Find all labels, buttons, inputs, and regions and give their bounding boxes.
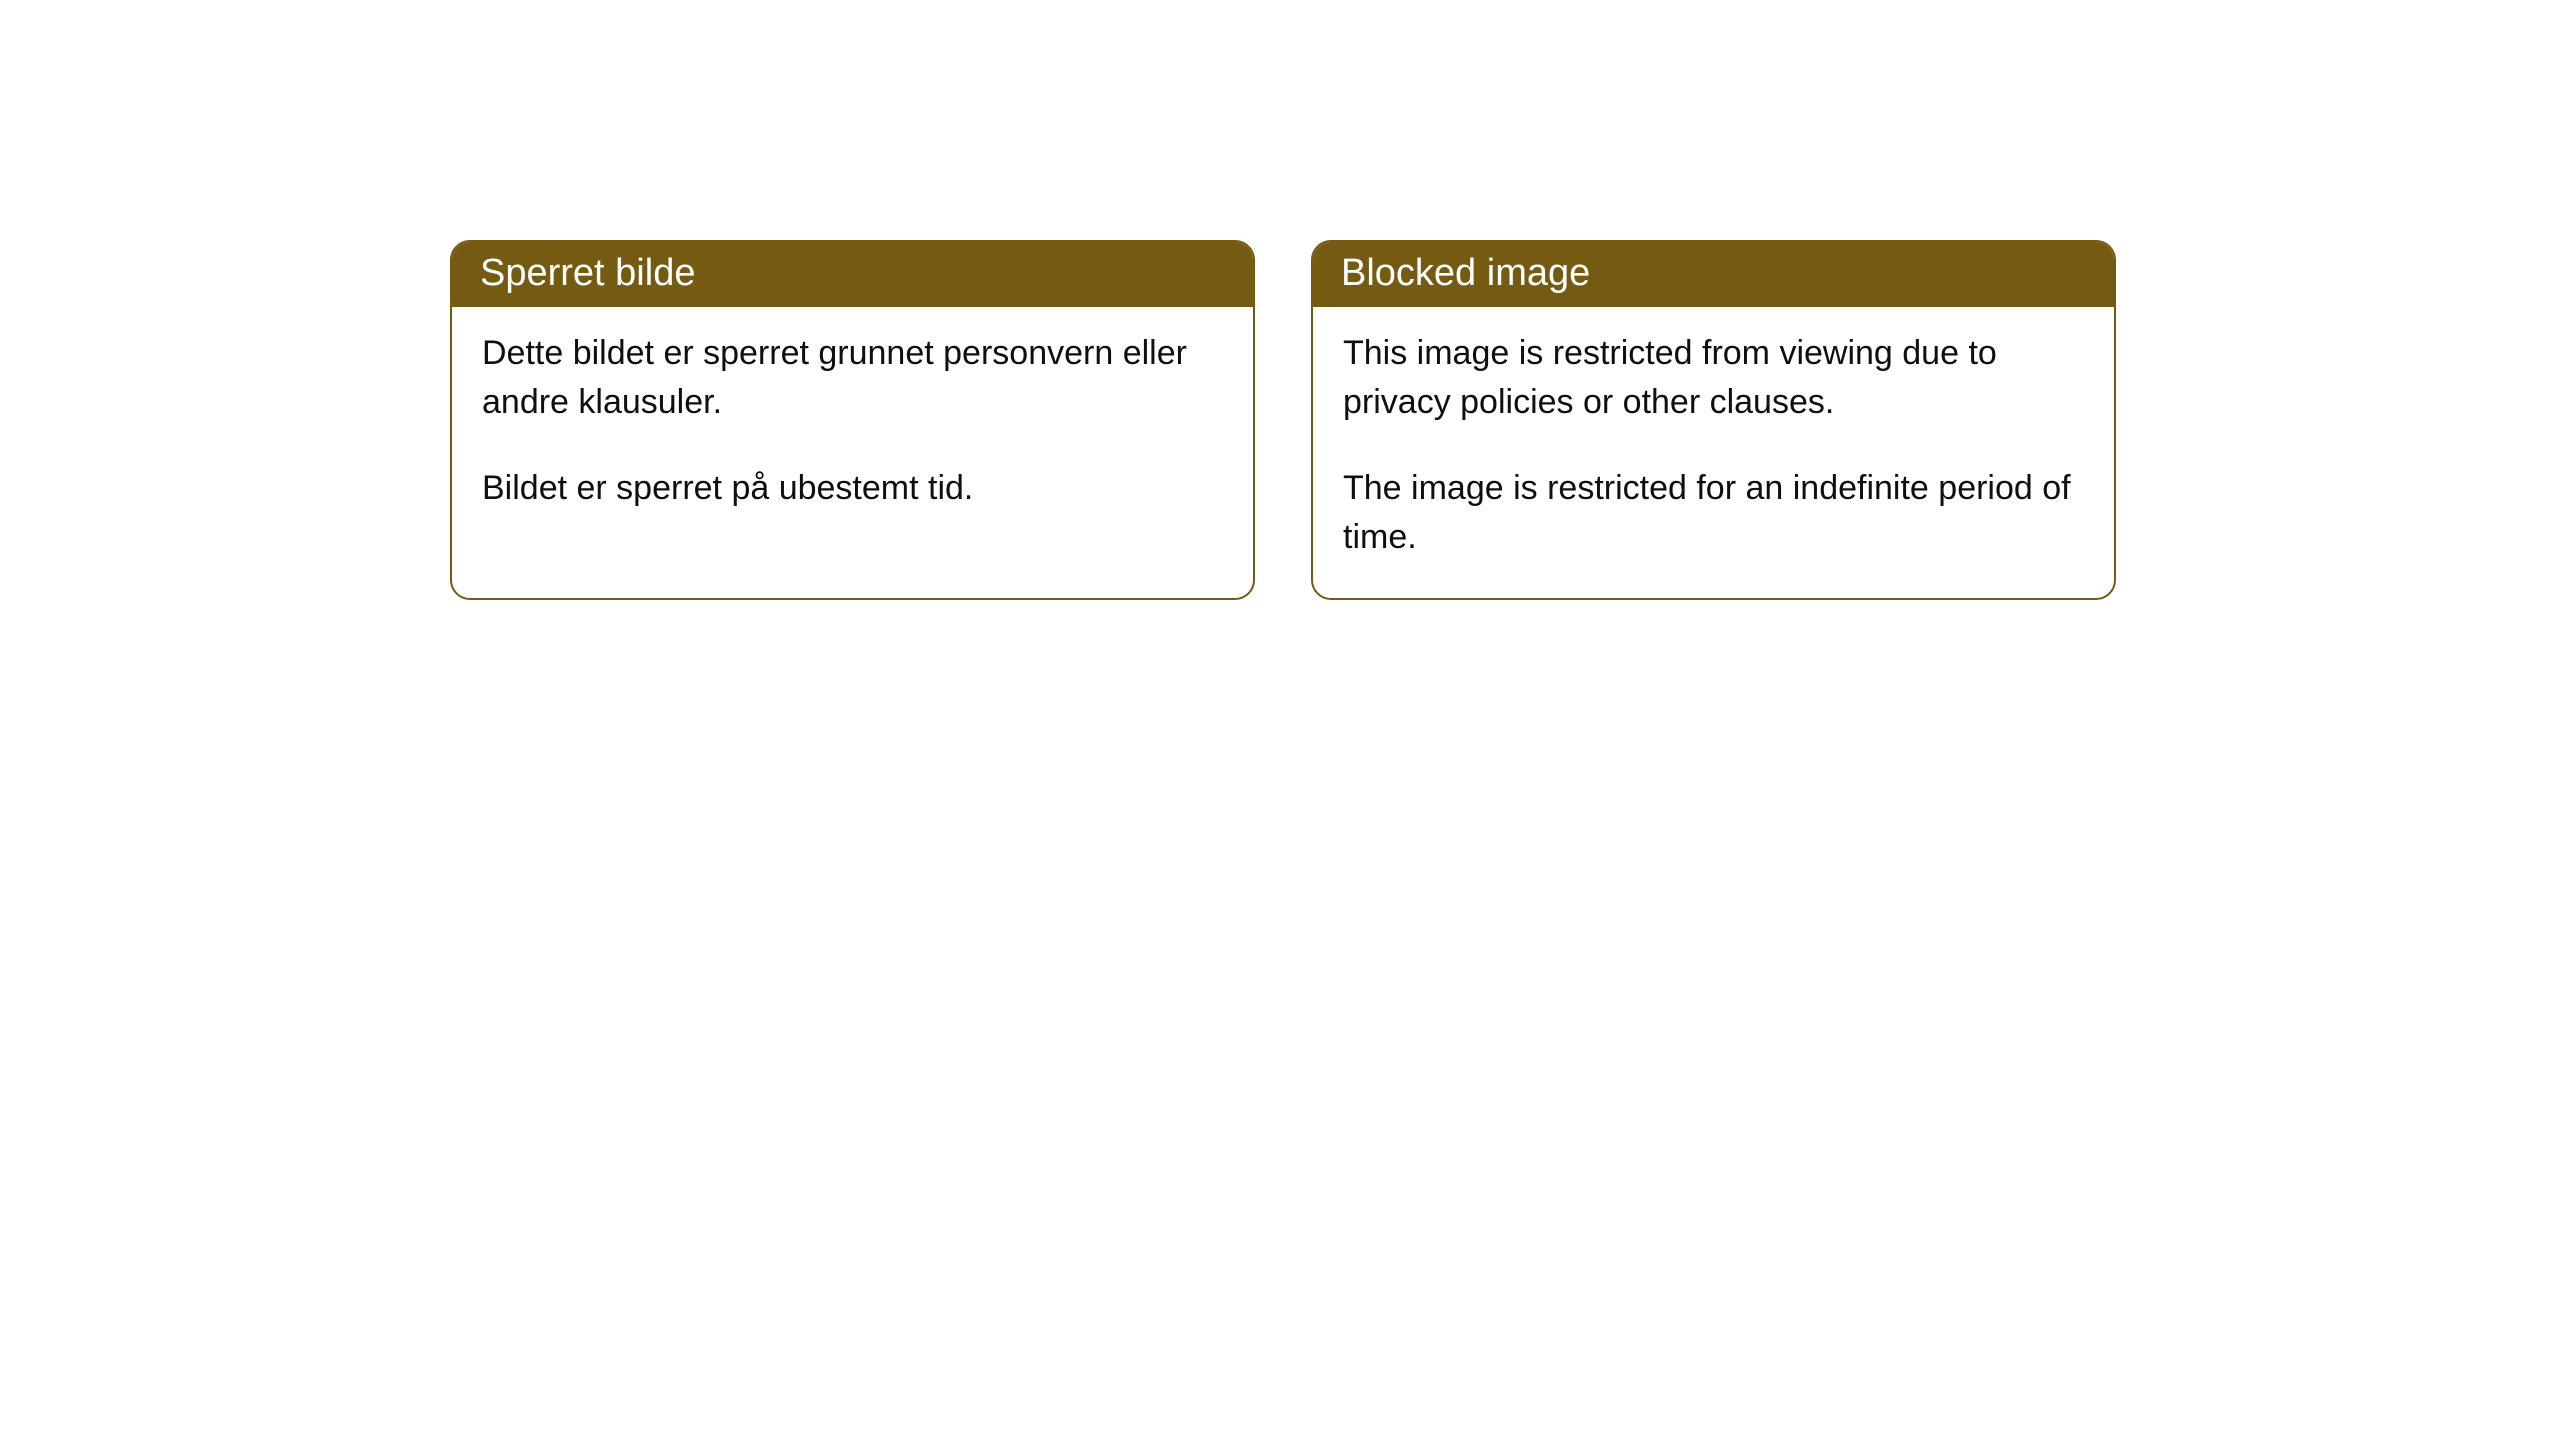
card-paragraph-english-2: The image is restricted for an indefinit… bbox=[1343, 464, 2084, 563]
card-body-norwegian: Dette bildet er sperret grunnet personve… bbox=[452, 307, 1253, 549]
notice-cards-container: Sperret bilde Dette bildet er sperret gr… bbox=[450, 240, 2116, 600]
blocked-image-card-english: Blocked image This image is restricted f… bbox=[1311, 240, 2116, 600]
card-title-norwegian: Sperret bilde bbox=[452, 242, 1253, 307]
card-paragraph-norwegian-2: Bildet er sperret på ubestemt tid. bbox=[482, 464, 1223, 513]
card-paragraph-norwegian-1: Dette bildet er sperret grunnet personve… bbox=[482, 329, 1223, 428]
card-body-english: This image is restricted from viewing du… bbox=[1313, 307, 2114, 598]
card-paragraph-english-1: This image is restricted from viewing du… bbox=[1343, 329, 2084, 428]
blocked-image-card-norwegian: Sperret bilde Dette bildet er sperret gr… bbox=[450, 240, 1255, 600]
card-title-english: Blocked image bbox=[1313, 242, 2114, 307]
